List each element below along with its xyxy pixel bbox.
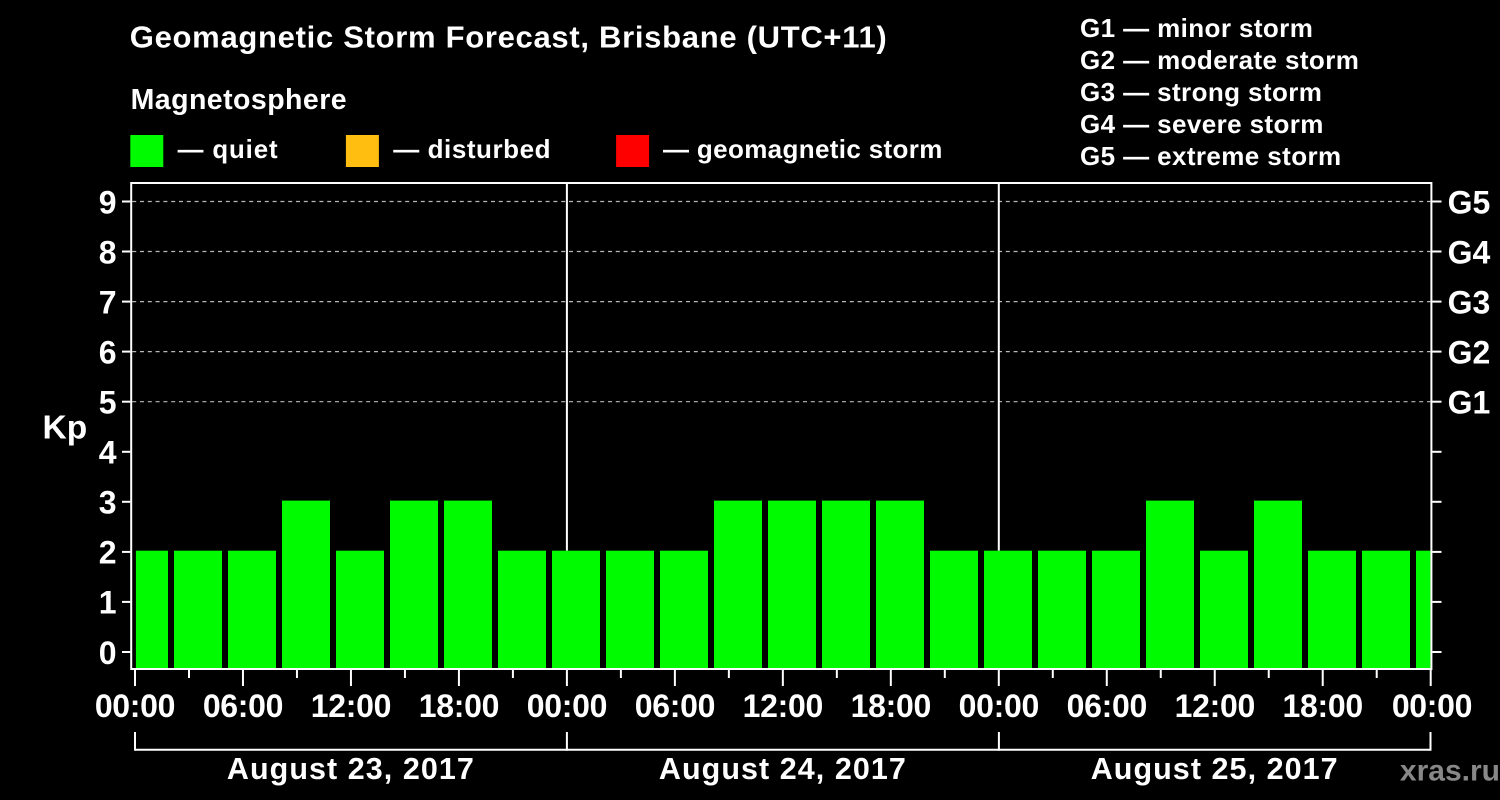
svg-text:3: 3 bbox=[99, 485, 117, 521]
svg-text:G4: G4 bbox=[1448, 234, 1491, 270]
svg-text:G5: G5 bbox=[1448, 184, 1491, 220]
svg-text:06:00: 06:00 bbox=[203, 688, 283, 724]
svg-text:— geomagnetic storm: — geomagnetic storm bbox=[663, 134, 943, 164]
svg-text:7: 7 bbox=[99, 284, 117, 320]
svg-text:Magnetosphere: Magnetosphere bbox=[131, 84, 347, 116]
svg-text:18:00: 18:00 bbox=[851, 688, 931, 724]
svg-text:G5 — extreme storm: G5 — extreme storm bbox=[1080, 141, 1342, 171]
svg-text:18:00: 18:00 bbox=[1283, 688, 1363, 724]
svg-text:8: 8 bbox=[99, 234, 117, 270]
svg-text:xras.ru: xras.ru bbox=[1400, 755, 1500, 788]
svg-text:August 25, 2017: August 25, 2017 bbox=[1091, 752, 1339, 786]
svg-text:— disturbed: — disturbed bbox=[393, 134, 551, 164]
svg-text:0: 0 bbox=[99, 635, 117, 671]
svg-text:G1 — minor storm: G1 — minor storm bbox=[1080, 13, 1313, 43]
svg-text:1: 1 bbox=[99, 585, 117, 621]
svg-text:G1: G1 bbox=[1448, 385, 1491, 421]
svg-text:18:00: 18:00 bbox=[419, 688, 499, 724]
svg-text:12:00: 12:00 bbox=[743, 688, 823, 724]
svg-text:G2 — moderate storm: G2 — moderate storm bbox=[1080, 45, 1359, 75]
svg-text:5: 5 bbox=[99, 385, 117, 421]
svg-text:Kp: Kp bbox=[43, 410, 88, 447]
svg-text:00:00: 00:00 bbox=[95, 688, 175, 724]
svg-text:4: 4 bbox=[99, 435, 117, 471]
svg-text:9: 9 bbox=[99, 184, 117, 220]
svg-text:G3: G3 bbox=[1448, 284, 1491, 320]
svg-text:00:00: 00:00 bbox=[527, 688, 607, 724]
svg-text:06:00: 06:00 bbox=[635, 688, 715, 724]
svg-text:Geomagnetic Storm Forecast, Br: Geomagnetic Storm Forecast, Brisbane (UT… bbox=[130, 20, 888, 55]
svg-text:G3 — strong storm: G3 — strong storm bbox=[1080, 77, 1322, 107]
svg-text:00:00: 00:00 bbox=[959, 688, 1039, 724]
svg-text:G4 — severe storm: G4 — severe storm bbox=[1080, 109, 1324, 139]
svg-text:6: 6 bbox=[99, 334, 117, 370]
svg-text:August 23, 2017: August 23, 2017 bbox=[227, 752, 475, 786]
svg-text:2: 2 bbox=[99, 535, 117, 571]
svg-text:G2: G2 bbox=[1448, 334, 1491, 370]
svg-text:06:00: 06:00 bbox=[1067, 688, 1147, 724]
svg-text:12:00: 12:00 bbox=[1175, 688, 1255, 724]
svg-text:August 24, 2017: August 24, 2017 bbox=[659, 752, 907, 786]
svg-text:12:00: 12:00 bbox=[311, 688, 391, 724]
svg-text:— quiet: — quiet bbox=[178, 136, 279, 164]
svg-text:00:00: 00:00 bbox=[1392, 688, 1472, 724]
